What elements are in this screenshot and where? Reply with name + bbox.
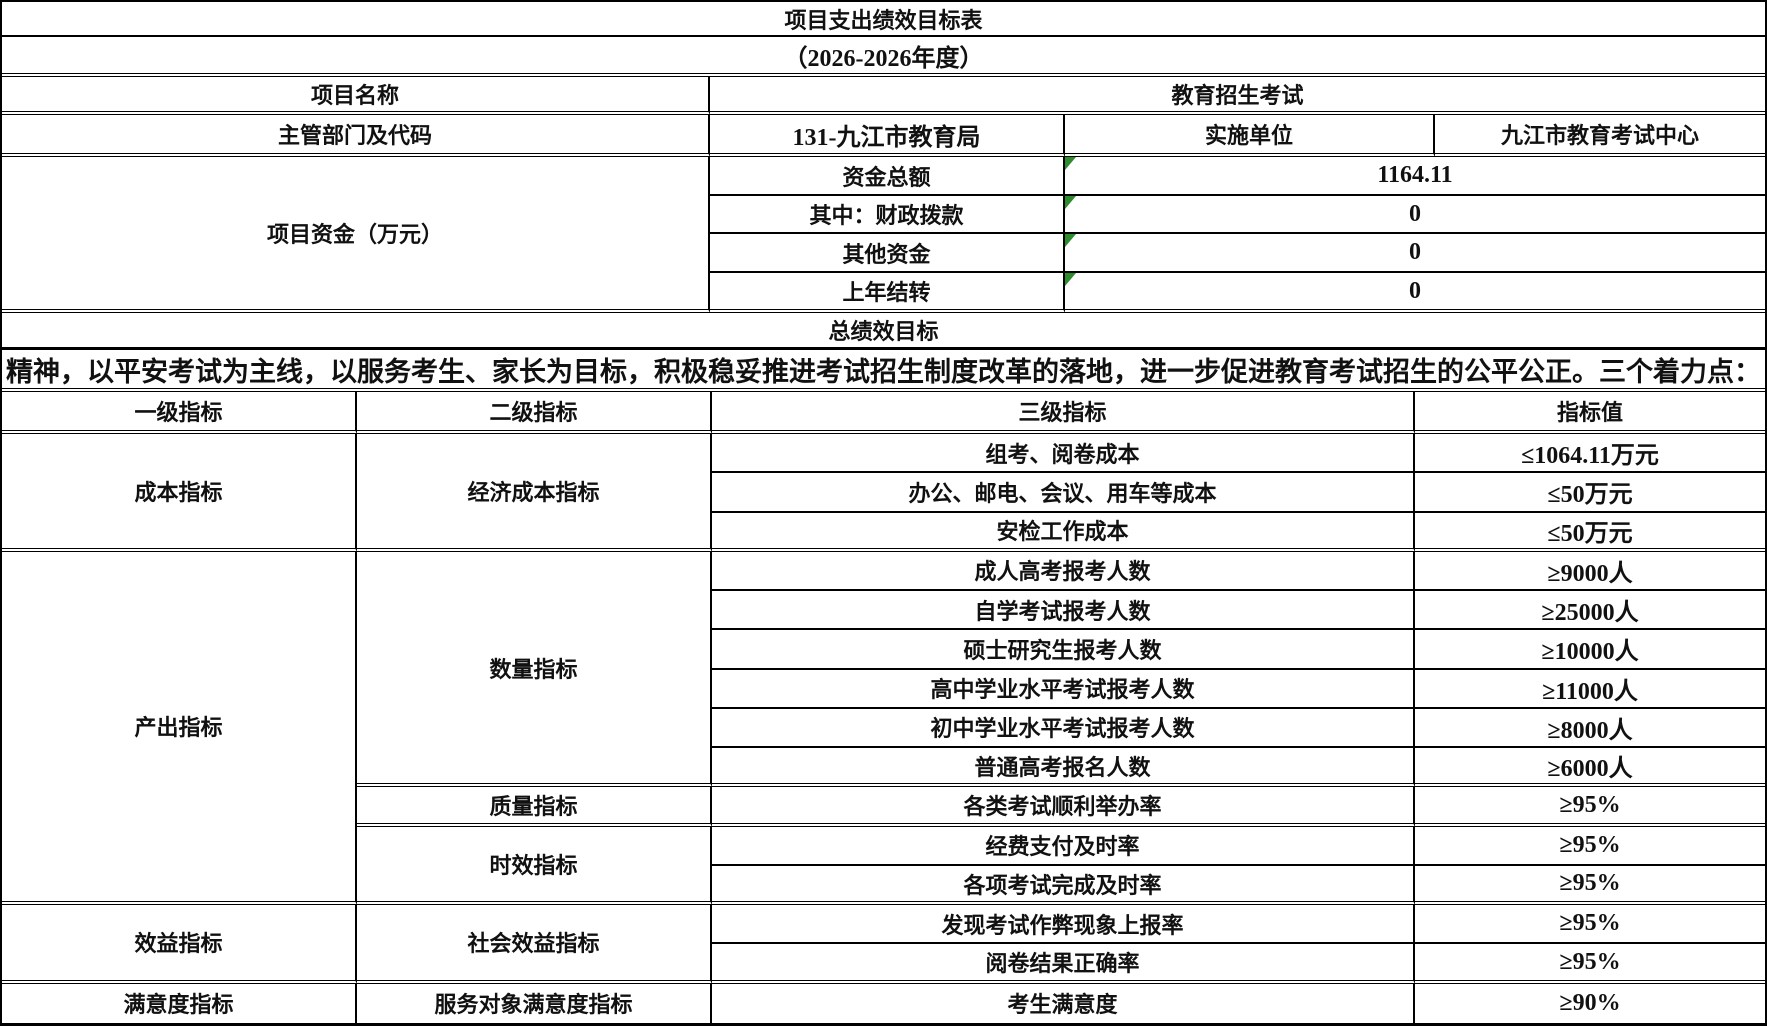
level1-output: 产出指标 [2, 551, 357, 906]
funding-fiscal-value: 0 [1065, 196, 1765, 234]
indicator-cell: 普通高考报名人数 [712, 748, 1415, 788]
value-cell: ≥6000人 [1415, 748, 1765, 788]
indicator-cell: 安检工作成本 [712, 512, 1415, 552]
overall-goal-text: 精神，以平安考试为主线，以服务考生、家长为目标，积极稳妥推进考试招生制度改革的落… [2, 350, 1765, 392]
funding-other-value: 0 [1065, 234, 1765, 273]
level2-timeliness: 时效指标 [357, 826, 712, 906]
indicator-cell: 各项考试完成及时率 [712, 865, 1415, 906]
indicator-cell: 阅卷结果正确率 [712, 944, 1415, 984]
level2-service-satisfaction: 服务对象满意度指标 [357, 983, 712, 1023]
level1-satisfaction: 满意度指标 [2, 983, 357, 1023]
value-cell: ≤50万元 [1415, 512, 1765, 552]
project-name-value: 教育招生考试 [710, 77, 1765, 115]
indicator-cell: 各类考试顺利举办率 [712, 787, 1415, 827]
indicator-table: 一级指标 二级指标 三级指标 指标值 成本指标 经济成本指标 组考、阅卷成本 ≤… [2, 392, 1765, 1023]
header-level2: 二级指标 [357, 392, 712, 434]
value-cell: ≥25000人 [1415, 591, 1765, 631]
funding-total-label: 资金总额 [710, 157, 1065, 196]
value-cell: ≥90% [1415, 983, 1765, 1023]
level2-social-benefit: 社会效益指标 [357, 905, 712, 984]
indicator-cell: 成人高考报考人数 [712, 551, 1415, 592]
level1-cost: 成本指标 [2, 434, 357, 552]
funding-total-value: 1164.11 [1065, 157, 1765, 196]
value-cell: ≥9000人 [1415, 551, 1765, 592]
level2-quality: 质量指标 [357, 787, 712, 827]
value-cell: ≤1064.11万元 [1415, 434, 1765, 474]
indicator-cell: 发现考试作弊现象上报率 [712, 905, 1415, 945]
indicator-cell: 组考、阅卷成本 [712, 434, 1415, 474]
header-level1: 一级指标 [2, 392, 357, 434]
value-cell: ≥11000人 [1415, 669, 1765, 709]
funding-carryover-label: 上年结转 [710, 273, 1065, 313]
sheet-subtitle-year-range: （2026-2026年度） [2, 37, 1765, 77]
funding-other-label: 其他资金 [710, 234, 1065, 273]
project-name-label: 项目名称 [2, 77, 710, 115]
indicator-cell: 经费支付及时率 [712, 826, 1415, 866]
funding-carryover-value: 0 [1065, 273, 1765, 313]
project-funding-label: 项目资金（万元） [2, 157, 710, 313]
value-cell: ≥95% [1415, 944, 1765, 984]
implementing-unit-value: 九江市教育考试中心 [1435, 115, 1765, 157]
value-cell: ≥10000人 [1415, 630, 1765, 670]
indicator-cell: 初中学业水平考试报考人数 [712, 708, 1415, 749]
cell-error-marker-icon [1065, 273, 1076, 286]
indicator-cell: 考生满意度 [712, 983, 1415, 1023]
header-level3: 三级指标 [712, 392, 1415, 434]
indicator-cell: 自学考试报考人数 [712, 591, 1415, 631]
indicator-cell: 办公、邮电、会议、用车等成本 [712, 473, 1415, 513]
cell-error-marker-icon [1065, 196, 1076, 209]
dept-code-label: 主管部门及代码 [2, 115, 710, 157]
funding-fiscal-amount: 0 [1409, 200, 1421, 227]
level2-quantity: 数量指标 [357, 551, 712, 788]
dept-code-value: 131-九江市教育局 [710, 115, 1065, 157]
cell-error-marker-icon [1065, 234, 1076, 247]
cell-error-marker-icon [1065, 157, 1076, 170]
overall-goal-header: 总绩效目标 [2, 313, 1765, 350]
funding-fiscal-label: 其中：财政拨款 [710, 196, 1065, 234]
funding-carryover-amount: 0 [1409, 277, 1421, 304]
level1-benefit: 效益指标 [2, 905, 357, 984]
funding-total-amount: 1164.11 [1377, 162, 1453, 188]
value-cell: ≥95% [1415, 826, 1765, 866]
implementing-unit-label: 实施单位 [1065, 115, 1435, 157]
funding-other-amount: 0 [1409, 239, 1421, 265]
indicator-cell: 硕士研究生报考人数 [712, 630, 1415, 670]
value-cell: ≥95% [1415, 787, 1765, 827]
top-section: 项目支出绩效目标表 （2026-2026年度） 项目名称 教育招生考试 主管部门… [2, 2, 1765, 392]
value-cell: ≥8000人 [1415, 708, 1765, 749]
sheet-title: 项目支出绩效目标表 [2, 2, 1765, 37]
indicator-cell: 高中学业水平考试报考人数 [712, 669, 1415, 709]
value-cell: ≤50万元 [1415, 473, 1765, 513]
level2-economic-cost: 经济成本指标 [357, 434, 712, 552]
value-cell: ≥95% [1415, 905, 1765, 945]
value-cell: ≥95% [1415, 865, 1765, 906]
header-value: 指标值 [1415, 392, 1765, 434]
